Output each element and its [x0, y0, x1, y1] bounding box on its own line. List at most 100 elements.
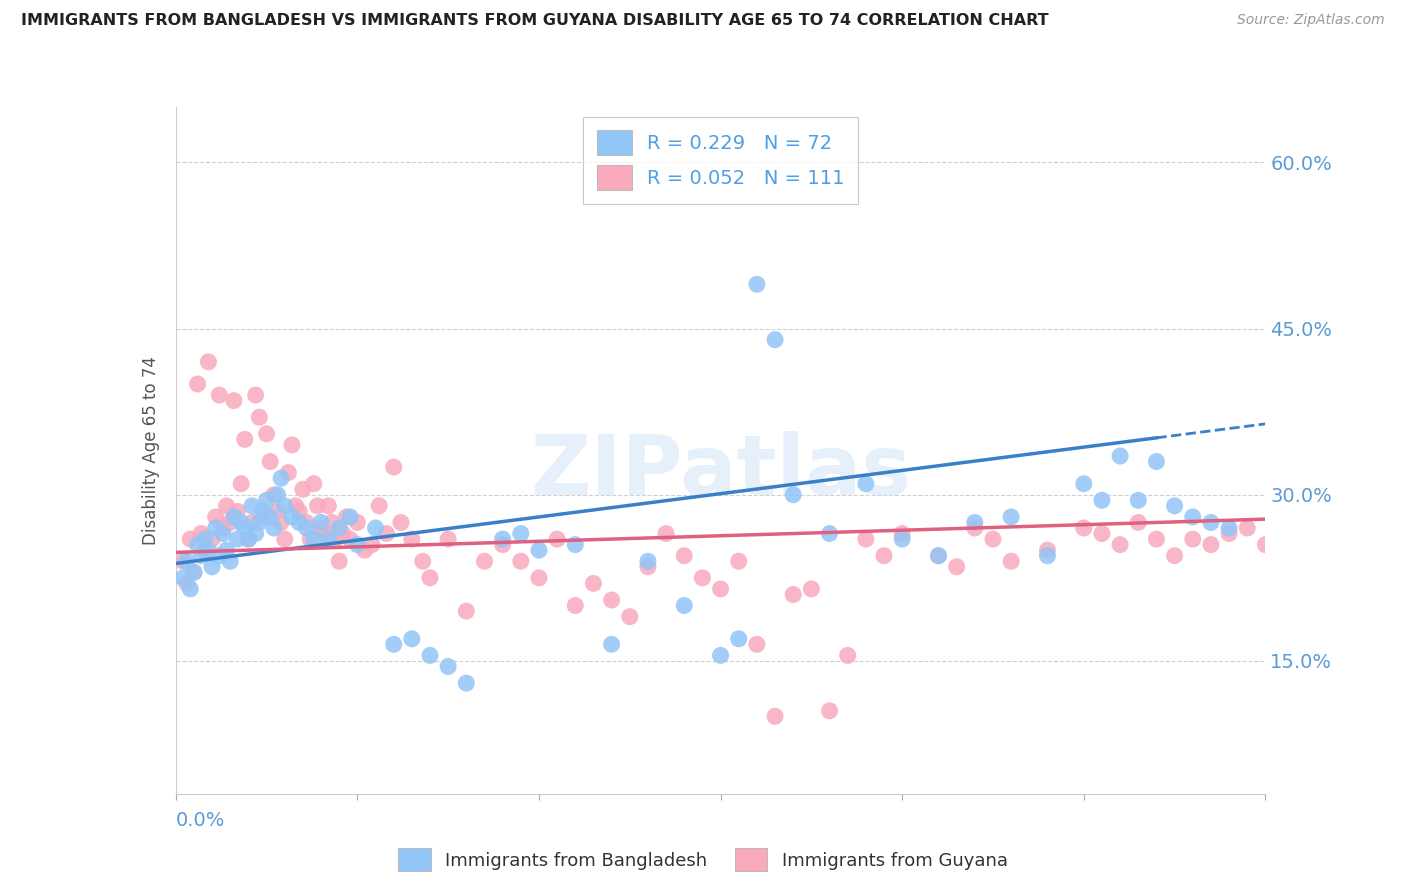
- Point: [401, 532, 423, 546]
- Point: [1236, 521, 1258, 535]
- Point: [727, 632, 749, 646]
- Point: [600, 593, 623, 607]
- Point: [256, 493, 278, 508]
- Point: [219, 554, 242, 568]
- Point: [963, 516, 986, 530]
- Point: [256, 426, 278, 441]
- Legend: Immigrants from Bangladesh, Immigrants from Guyana: Immigrants from Bangladesh, Immigrants f…: [391, 841, 1015, 879]
- Point: [891, 532, 914, 546]
- Point: [509, 554, 531, 568]
- Point: [368, 499, 391, 513]
- Point: [328, 554, 350, 568]
- Point: [1073, 521, 1095, 535]
- Point: [855, 476, 877, 491]
- Point: [1000, 554, 1022, 568]
- Point: [238, 532, 260, 546]
- Point: [360, 538, 382, 552]
- Point: [1199, 538, 1222, 552]
- Point: [782, 587, 804, 601]
- Point: [245, 388, 267, 402]
- Point: [266, 488, 288, 502]
- Point: [233, 433, 256, 447]
- Point: [201, 532, 224, 546]
- Point: [328, 521, 350, 535]
- Point: [763, 709, 786, 723]
- Point: [186, 538, 209, 552]
- Point: [891, 526, 914, 541]
- Point: [1036, 543, 1059, 558]
- Point: [274, 499, 297, 513]
- Point: [231, 516, 253, 530]
- Point: [288, 516, 311, 530]
- Point: [208, 549, 231, 563]
- Point: [1091, 526, 1114, 541]
- Point: [339, 532, 361, 546]
- Point: [212, 521, 235, 535]
- Legend: R = 0.229   N = 72, R = 0.052   N = 111: R = 0.229 N = 72, R = 0.052 N = 111: [583, 117, 858, 203]
- Point: [346, 538, 368, 552]
- Text: ZIPatlas: ZIPatlas: [530, 431, 911, 512]
- Point: [1218, 521, 1240, 535]
- Point: [456, 676, 478, 690]
- Point: [1000, 510, 1022, 524]
- Point: [288, 504, 311, 518]
- Point: [219, 516, 242, 530]
- Point: [295, 521, 318, 535]
- Point: [204, 510, 226, 524]
- Point: [382, 637, 405, 651]
- Point: [274, 532, 297, 546]
- Point: [818, 704, 841, 718]
- Point: [309, 516, 332, 530]
- Point: [190, 526, 212, 541]
- Point: [564, 599, 586, 613]
- Point: [183, 566, 205, 580]
- Point: [176, 554, 198, 568]
- Point: [637, 554, 659, 568]
- Point: [291, 482, 314, 496]
- Point: [222, 510, 245, 524]
- Point: [190, 549, 212, 563]
- Point: [339, 510, 361, 524]
- Point: [332, 526, 354, 541]
- Point: [600, 637, 623, 651]
- Point: [226, 532, 249, 546]
- Point: [346, 516, 368, 530]
- Point: [240, 516, 263, 530]
- Point: [295, 516, 318, 530]
- Point: [353, 543, 375, 558]
- Point: [252, 504, 274, 518]
- Point: [1309, 538, 1331, 552]
- Point: [492, 532, 515, 546]
- Point: [1073, 476, 1095, 491]
- Point: [527, 571, 550, 585]
- Point: [637, 559, 659, 574]
- Point: [945, 559, 967, 574]
- Point: [1181, 510, 1204, 524]
- Point: [201, 559, 224, 574]
- Point: [364, 521, 387, 535]
- Point: [818, 526, 841, 541]
- Point: [1399, 526, 1406, 541]
- Y-axis label: Disability Age 65 to 74: Disability Age 65 to 74: [142, 356, 160, 545]
- Point: [259, 510, 281, 524]
- Point: [692, 571, 714, 585]
- Point: [302, 476, 325, 491]
- Point: [299, 532, 322, 546]
- Point: [389, 516, 412, 530]
- Point: [727, 554, 749, 568]
- Point: [1291, 526, 1313, 541]
- Point: [745, 277, 768, 292]
- Point: [266, 504, 288, 518]
- Point: [307, 499, 329, 513]
- Point: [1146, 454, 1168, 468]
- Point: [208, 388, 231, 402]
- Point: [222, 393, 245, 408]
- Point: [270, 516, 292, 530]
- Point: [233, 521, 256, 535]
- Point: [1327, 521, 1350, 535]
- Point: [204, 521, 226, 535]
- Point: [1163, 549, 1185, 563]
- Point: [314, 526, 336, 541]
- Point: [197, 355, 219, 369]
- Point: [782, 488, 804, 502]
